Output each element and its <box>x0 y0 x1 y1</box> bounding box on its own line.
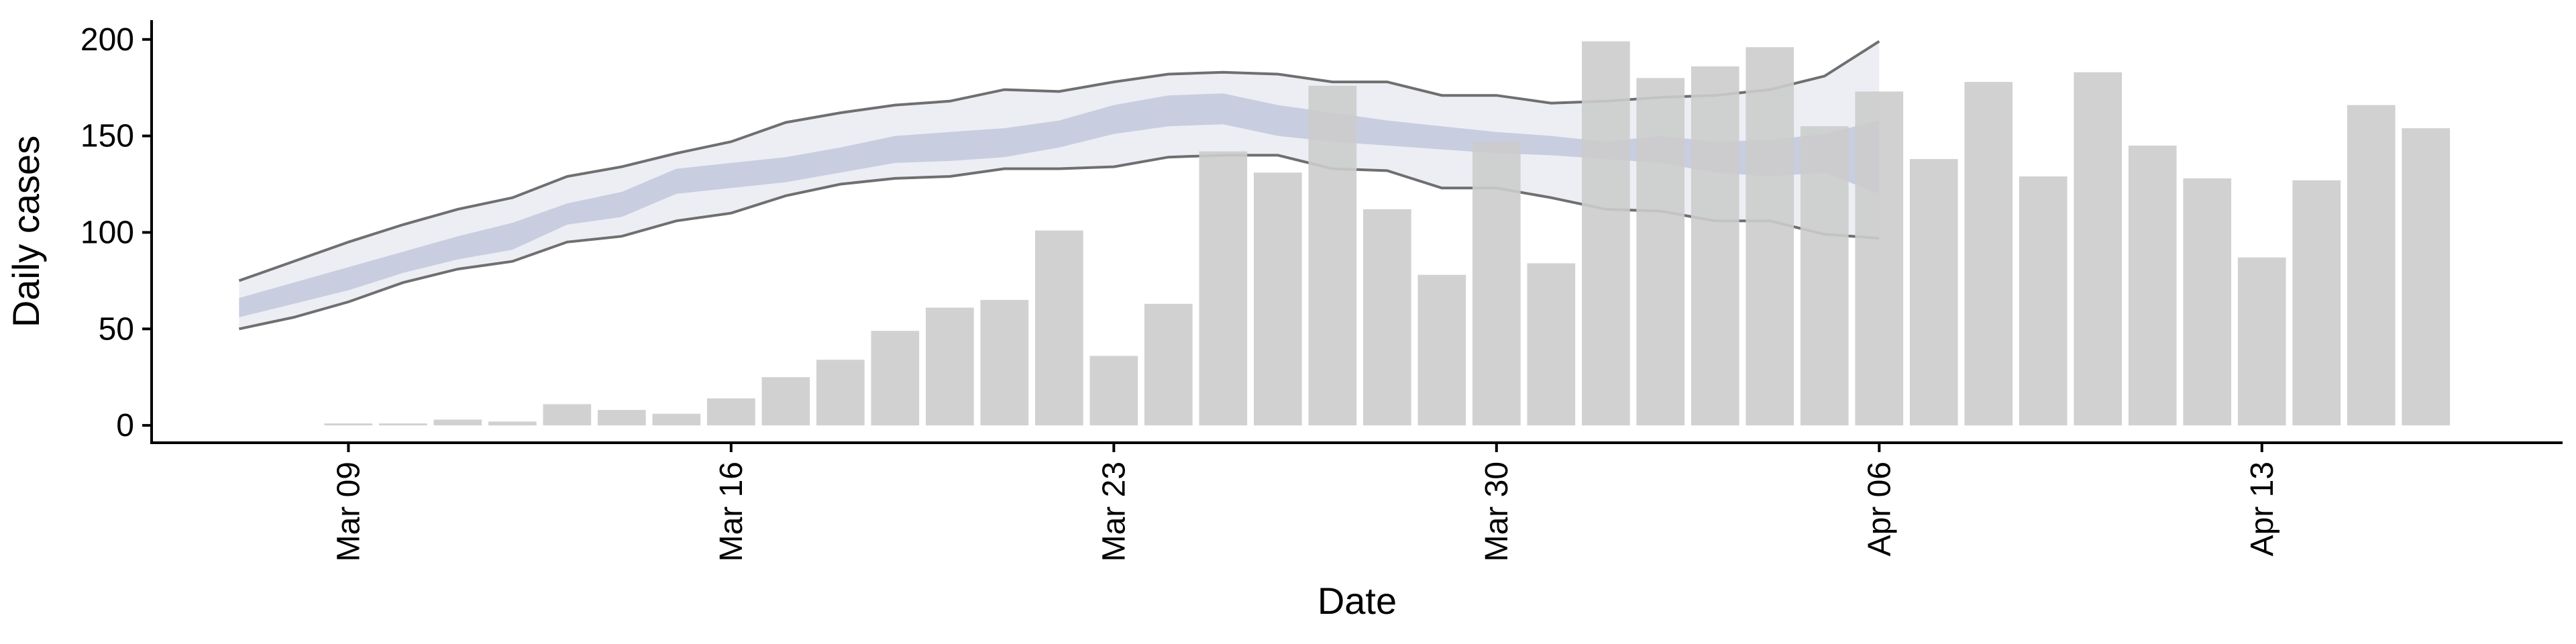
bar <box>1144 303 1193 426</box>
bar <box>1964 82 2013 426</box>
bar <box>816 360 865 426</box>
band-inner-area <box>239 93 1880 318</box>
band-outer-area <box>239 41 1880 329</box>
bar <box>1308 85 1357 426</box>
bar <box>871 331 920 426</box>
bar <box>2019 176 2068 426</box>
bar <box>1855 91 1904 426</box>
bar <box>1035 230 1083 426</box>
bar-layer <box>324 41 2451 426</box>
y-axis-title: Daily cases <box>5 136 47 327</box>
bar <box>1254 172 1302 426</box>
bar <box>2183 178 2232 426</box>
x-ticks: Mar 09 Mar 16 Mar 23 Mar 30 Apr 06 Apr 13 <box>331 443 2280 561</box>
bar <box>1089 356 1138 426</box>
x-tick-label: Mar 09 <box>331 462 366 561</box>
bar <box>1363 209 1411 426</box>
bar <box>598 410 646 426</box>
bar <box>324 423 373 426</box>
x-tick-label: Apr 13 <box>2245 462 2280 556</box>
x-tick-label: Mar 16 <box>714 462 749 561</box>
bar <box>2347 105 2396 426</box>
bar <box>2402 128 2451 426</box>
bar <box>1527 263 1576 426</box>
bar <box>1417 274 1466 426</box>
bar <box>761 377 810 426</box>
y-tick-label: 100 <box>80 215 134 250</box>
bar <box>488 421 537 426</box>
bar <box>980 300 1029 426</box>
y-ticks: 0 50 100 150 200 <box>80 22 152 443</box>
y-tick-label: 200 <box>80 22 134 58</box>
x-axis-title: Date <box>1318 580 1397 622</box>
x-tick-label: Mar 23 <box>1096 462 1132 561</box>
bar <box>926 307 974 426</box>
bar <box>1690 66 1739 426</box>
bar <box>1909 159 1958 426</box>
bar <box>2128 146 2177 426</box>
bar <box>1636 78 1685 426</box>
y-tick-label: 150 <box>80 119 134 154</box>
bar <box>433 419 482 426</box>
bar <box>379 423 427 426</box>
bar <box>1746 47 1794 426</box>
bar <box>1472 142 1521 426</box>
bar <box>1582 41 1630 426</box>
bar <box>1199 151 1248 426</box>
bar <box>2292 180 2341 426</box>
bar <box>2074 72 2123 426</box>
x-tick-label: Mar 30 <box>1479 462 1515 561</box>
x-tick-label: Apr 06 <box>1862 462 1897 556</box>
bar <box>707 398 755 426</box>
bar <box>652 413 701 426</box>
bar <box>2237 257 2286 426</box>
y-tick-label: 0 <box>116 408 134 443</box>
bar <box>543 404 592 426</box>
bar <box>1800 126 1849 426</box>
y-tick-label: 50 <box>99 311 134 347</box>
